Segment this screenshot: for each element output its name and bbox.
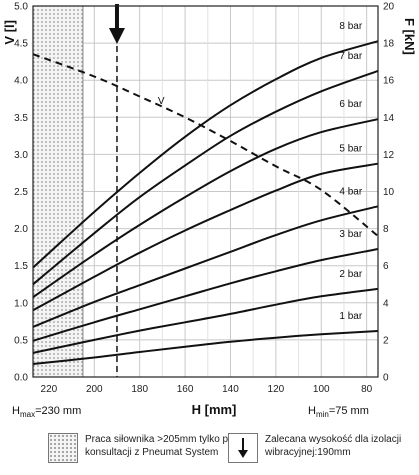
h-min-label: Hmin=75 mm — [308, 405, 369, 419]
x-tick: 200 — [86, 384, 103, 395]
legend-shaded: Praca siłownika >205mm tylko po konsulta… — [48, 430, 238, 470]
series-label: 4 bar — [339, 186, 362, 197]
series-line — [32, 40, 379, 269]
y-left-title: V [l] — [2, 20, 17, 45]
plot-border — [32, 5, 379, 378]
volume-curve: V — [32, 53, 379, 237]
x-axis-title: H [mm] — [192, 402, 237, 417]
grid — [33, 5, 378, 378]
series-label: 3 bar — [339, 229, 362, 240]
series-line — [32, 205, 379, 328]
series-line-v — [32, 53, 379, 237]
legend-arrow: Zalecana wysokość dla izolacji wibracyjn… — [228, 430, 418, 470]
series-line — [32, 330, 379, 365]
series-label-v: V — [158, 96, 165, 107]
legend-shaded-text: Praca siłownika >205mm tylko po konsulta… — [85, 434, 234, 458]
x-tick: 140 — [222, 384, 239, 395]
x-tick: 80 — [361, 384, 373, 395]
y-right-tick: 18 — [383, 39, 395, 50]
shaded-area — [32, 5, 84, 378]
shaded-region — [32, 5, 84, 378]
recommended-arrow-icon — [108, 28, 125, 44]
force-curves: 1 bar 2 bar 3 bar 4 bar 5 bar 6 bar 7 bar 8 bar — [32, 21, 379, 365]
down-arrow-icon — [238, 438, 248, 458]
x-tick: 120 — [268, 384, 285, 395]
x-tick: 220 — [41, 384, 58, 395]
y-left-tick: 4.5 — [14, 39, 28, 50]
y-left-tick: 0.5 — [14, 335, 28, 346]
series-label: 8 bar — [339, 21, 362, 32]
y-left-tick: 1.5 — [14, 261, 28, 272]
series-line — [32, 287, 379, 354]
y-right-tick: 8 — [383, 224, 389, 235]
legend-arrow-text: Zalecana wysokość dla izolacji wibracyjn… — [265, 434, 402, 458]
y-right-tick: 4 — [383, 298, 389, 309]
x-tick: 100 — [313, 384, 330, 395]
shaded-swatch — [48, 433, 78, 463]
y-left-tick: 2.0 — [14, 224, 28, 235]
y-right-tick: 20 — [383, 2, 395, 13]
x-tick: 180 — [131, 384, 148, 395]
y-left-tick: 2.5 — [14, 187, 28, 198]
chart: 1 bar 2 bar 3 bar 4 bar 5 bar 6 bar 7 bar 8 bar… — [2, 2, 417, 420]
series-line — [32, 162, 379, 312]
arrow-swatch — [228, 433, 258, 463]
y-right-tick: 2 — [383, 335, 389, 346]
y-right-tick: 16 — [383, 76, 395, 87]
y-right-tick: 10 — [383, 187, 395, 198]
series-line — [32, 118, 379, 299]
y-left-tick: 5.0 — [14, 2, 28, 13]
axes — [32, 4, 379, 378]
y-right-tick: 12 — [383, 150, 395, 161]
y-left-tick: 3.5 — [14, 113, 28, 124]
series-label: 6 bar — [339, 99, 362, 110]
series-label: 2 bar — [339, 269, 362, 280]
y-right-tick: 0 — [383, 373, 389, 384]
x-tick: 160 — [177, 384, 194, 395]
y-left-tick: 1.0 — [14, 298, 28, 309]
series-label: 7 bar — [339, 51, 362, 62]
y-right-tick: 6 — [383, 261, 389, 272]
y-left-tick: 4.0 — [14, 76, 28, 87]
y-left-tick: 0.0 — [14, 373, 28, 384]
h-max-label: Hmax=230 mm — [12, 405, 81, 419]
series-line — [32, 248, 379, 342]
y-right-title: F [kN] — [402, 18, 417, 55]
tick-labels: 0.0 0 0.5 2 1.0 4 1.5 6 2.0 8 2.5 10 3.0 12 3.5 14 4.0 16… — [14, 2, 394, 396]
y-left-tick: 3.0 — [14, 150, 28, 161]
series-label: 1 bar — [339, 311, 362, 322]
series-label: 5 bar — [339, 144, 362, 155]
y-right-tick: 14 — [383, 113, 395, 124]
series-line — [32, 69, 379, 286]
